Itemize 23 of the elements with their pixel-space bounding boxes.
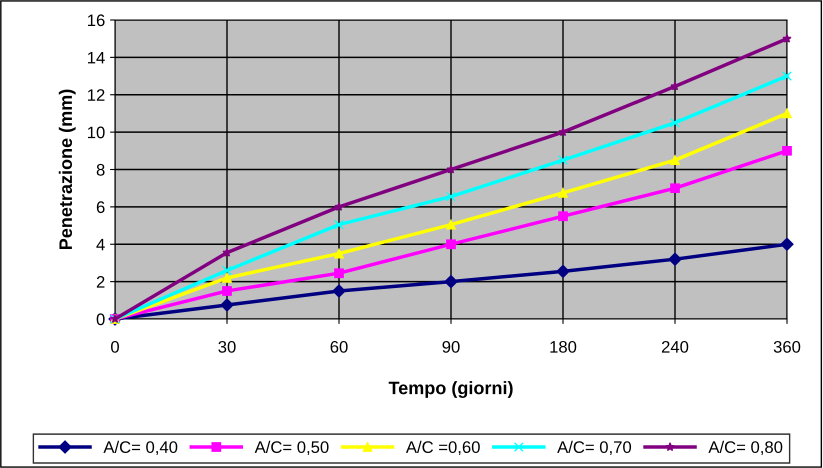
y-tick-label: 0 — [96, 313, 105, 326]
x-tick-label: 360 — [774, 340, 800, 353]
y-tick-label: 10 — [88, 126, 105, 138]
x-tick-label: 90 — [442, 340, 460, 353]
y-tick-label: 12 — [88, 89, 104, 101]
y-tick-label: 8 — [96, 164, 105, 176]
x-axis-title: Tempo (giorni) — [388, 381, 513, 398]
x-tick-label: 180 — [550, 340, 576, 353]
y-tick-label: 4 — [96, 238, 105, 250]
x-tick-label: 60 — [330, 340, 348, 353]
legend-label: A/C= 0,80 — [708, 440, 782, 456]
x-tick-label: 240 — [662, 340, 688, 353]
y-tick-label: 14 — [88, 52, 105, 64]
y-tick-label: 6 — [96, 201, 105, 214]
y-tick-label: 16 — [88, 14, 105, 26]
y-tick-label: 2 — [96, 276, 104, 288]
legend-label: A/C= 0,50 — [254, 440, 329, 456]
x-tick-label: 0 — [111, 340, 119, 353]
y-axis-title: Penetrazione (mm) — [58, 90, 76, 250]
x-tick-label: 30 — [218, 340, 236, 353]
legend-label: A/C= 0,40 — [103, 440, 178, 456]
legend-label: A/C= 0,70 — [557, 440, 632, 456]
legend-label: A/C =0,60 — [406, 440, 480, 456]
